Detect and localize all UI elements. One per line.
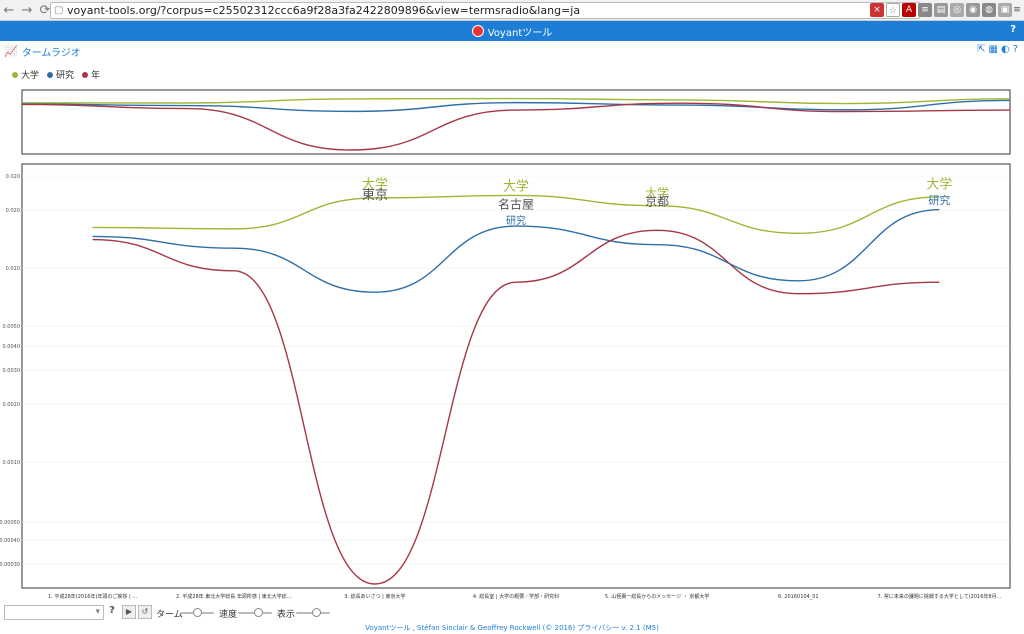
reset-button[interactable]: ↺ bbox=[138, 605, 152, 619]
legend-swatch bbox=[12, 71, 18, 78]
term-search-combobox[interactable]: ▾ bbox=[4, 605, 104, 620]
extension-icon[interactable]: ≡ bbox=[918, 3, 932, 17]
slider-handle[interactable] bbox=[193, 608, 202, 617]
term-label[interactable]: 京都 bbox=[645, 195, 669, 209]
overview-line-1 bbox=[21, 99, 1011, 113]
speed-slider[interactable] bbox=[238, 608, 272, 617]
legend-label: 大学 bbox=[21, 71, 40, 81]
voyant-logo-icon bbox=[471, 25, 484, 37]
slider-handle[interactable] bbox=[254, 608, 263, 617]
controls-bar: ▾ ? ▶ ↺ ターム 速度 表示 bbox=[0, 604, 1024, 622]
legend-swatch bbox=[82, 71, 89, 78]
extension-icon-2[interactable]: ▤ bbox=[934, 3, 948, 17]
y-tick-label: 0.0030 bbox=[3, 368, 21, 374]
legend: 大学 研究 年 bbox=[12, 68, 100, 81]
term-label[interactable]: 大学 bbox=[362, 176, 388, 192]
extension-icon-4[interactable]: ◉ bbox=[966, 3, 980, 17]
export-icon[interactable]: ⇱ bbox=[977, 44, 986, 55]
switch-tool-icon[interactable]: ▦ bbox=[988, 44, 998, 55]
y-tick-label: 0.020 bbox=[6, 174, 20, 180]
overview-line-2 bbox=[21, 102, 1011, 151]
extension-icon-5[interactable]: ◍ bbox=[982, 3, 996, 17]
y-tick-label: 0.0020 bbox=[3, 402, 21, 408]
y-tick-label: 0.0010 bbox=[3, 460, 21, 466]
footer-text[interactable]: Voyantツール , Stéfan Sinclair & Geoffrey R… bbox=[365, 624, 659, 632]
forward-icon[interactable]: → bbox=[21, 2, 33, 18]
footer: Voyantツール , Stéfan Sinclair & Geoffrey R… bbox=[0, 623, 1024, 634]
back-icon[interactable]: ← bbox=[3, 2, 15, 18]
y-tick-label: 0.020 bbox=[6, 208, 20, 214]
extension-icon-3[interactable]: ◎ bbox=[950, 3, 964, 17]
slider-handle[interactable] bbox=[312, 608, 321, 617]
y-tick-label: 0.00050 bbox=[0, 520, 20, 526]
browser-toolbar: ← → ⟳ ▢ voyant-tools.org/?corpus=c255023… bbox=[0, 0, 1024, 21]
options-icon[interactable]: ◐ bbox=[1000, 44, 1010, 55]
app-title: Voyantツール bbox=[487, 27, 553, 39]
y-tick-label: 0.00040 bbox=[0, 538, 20, 544]
y-tick-label: 0.0050 bbox=[3, 324, 21, 330]
overview-line-0 bbox=[21, 97, 1011, 105]
pdf-icon[interactable]: A bbox=[902, 3, 916, 17]
legend-item[interactable]: 研究 bbox=[47, 68, 74, 81]
x-tick-label[interactable]: 1. 平成28年(2016年)年頭のご挨拶 | ... bbox=[48, 593, 137, 600]
term-label[interactable]: 研究 bbox=[506, 214, 526, 227]
term-label[interactable]: 研究 bbox=[928, 193, 950, 207]
x-tick-label[interactable]: 4. 総長室 | 大学の概要／学部・研究科 bbox=[473, 593, 559, 600]
term-label[interactable]: 大学 bbox=[645, 185, 669, 200]
help-question-icon[interactable]: ? bbox=[109, 605, 115, 616]
menu-icon[interactable]: ≡ bbox=[1013, 5, 1021, 15]
term-label[interactable]: 名古屋 bbox=[498, 197, 534, 212]
chart-icon: 📈 bbox=[4, 45, 18, 58]
x-tick-label[interactable]: 6. 20160104_01 bbox=[778, 594, 819, 600]
legend-item[interactable]: 大学 bbox=[12, 68, 39, 81]
help-icon[interactable]: ? bbox=[1012, 44, 1018, 55]
x-tick-label[interactable]: 2. 平成28年 東北大学総長 年頭所感 | 東北大学総... bbox=[176, 593, 292, 600]
bookmark-star-icon[interactable]: ☆ bbox=[886, 3, 900, 17]
extension-icon-6[interactable]: ▣ bbox=[998, 3, 1012, 17]
help-button[interactable]: ? bbox=[1010, 24, 1016, 35]
x-axis: 1. 平成28年(2016年)年頭のご挨拶 | ... 2. 平成28年 東北大学… bbox=[48, 593, 1002, 600]
play-button[interactable]: ▶ bbox=[122, 605, 136, 619]
term-label[interactable]: 東京 bbox=[362, 187, 388, 203]
series-line-0[interactable] bbox=[92, 194, 940, 235]
term-label[interactable]: 大学 bbox=[503, 178, 529, 194]
adblock-icon[interactable]: × bbox=[870, 3, 884, 17]
reload-icon[interactable]: ⟳ bbox=[39, 2, 51, 18]
address-bar[interactable]: ▢ voyant-tools.org/?corpus=c25502312ccc6… bbox=[50, 2, 920, 19]
y-tick-label: 0.0040 bbox=[3, 344, 21, 350]
series-lines bbox=[92, 194, 940, 585]
grid-lines bbox=[22, 175, 1010, 565]
series-line-1[interactable] bbox=[92, 208, 940, 293]
terms-radio-chart: 0.020 0.020 0.010 0.0050 0.0040 0.0030 0.0020 0… bbox=[0, 89, 1011, 600]
page-icon: ▢ bbox=[54, 5, 64, 16]
legend-item[interactable]: 年 bbox=[82, 68, 100, 81]
legend-label: 年 bbox=[91, 71, 101, 81]
legend-label: 研究 bbox=[56, 71, 75, 81]
y-axis: 0.020 0.020 0.010 0.0050 0.0040 0.0030 0.0020 0… bbox=[0, 174, 20, 568]
speed-label: 速度 bbox=[219, 610, 238, 620]
series-line-2[interactable] bbox=[92, 229, 940, 585]
y-tick-label: 0.00030 bbox=[0, 562, 20, 568]
display-slider[interactable] bbox=[296, 608, 330, 617]
term-label: ターム bbox=[156, 610, 183, 620]
x-tick-label[interactable]: 7. 常に未来の課題に挑戦する大学として(2016年8月... bbox=[878, 593, 1002, 600]
x-tick-label[interactable]: 5. 山極壽一総長からのメッセージ ・ 京都大学 bbox=[605, 593, 709, 600]
overview-frame bbox=[21, 89, 1011, 155]
overview-lines bbox=[21, 97, 1011, 151]
tool-title-text: タームラジオ bbox=[21, 48, 81, 59]
app-header: Voyantツール ? bbox=[0, 21, 1024, 41]
display-label: 表示 bbox=[277, 610, 296, 620]
y-tick-label: 0.010 bbox=[6, 266, 20, 272]
main-frame bbox=[21, 163, 1011, 589]
term-label[interactable]: 大学 bbox=[926, 176, 952, 192]
tool-header-icons: ⇱ ▦ ◐ ? bbox=[977, 44, 1018, 55]
legend-swatch bbox=[47, 71, 54, 78]
tool-title: 📈 タームラジオ bbox=[4, 44, 81, 59]
term-slider[interactable] bbox=[180, 608, 214, 617]
url-text: voyant-tools.org/?corpus=c25502312ccc6a9… bbox=[67, 4, 581, 17]
x-tick-label[interactable]: 3. 総長あいさつ | 東京大学 bbox=[344, 593, 405, 600]
